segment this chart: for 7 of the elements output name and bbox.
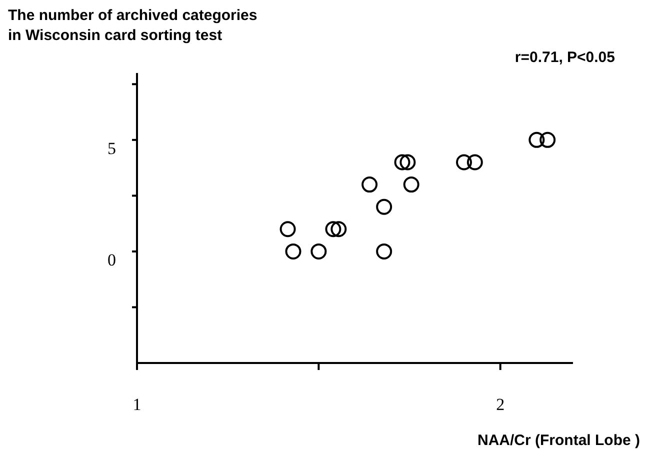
- y-tick-label: 5: [108, 138, 116, 158]
- y-axis-title: The number of archived categories in Wisconsin card sorting test: [8, 7, 258, 44]
- x-axis-title: NAA/Cr (Frontal Lobe ): [478, 432, 640, 449]
- text: r=0.71, P<0.05: [514, 49, 615, 66]
- x-tick-label: 1: [132, 395, 142, 414]
- y-tick-label: 0: [108, 250, 116, 270]
- x-tick-label: 2: [496, 395, 505, 414]
